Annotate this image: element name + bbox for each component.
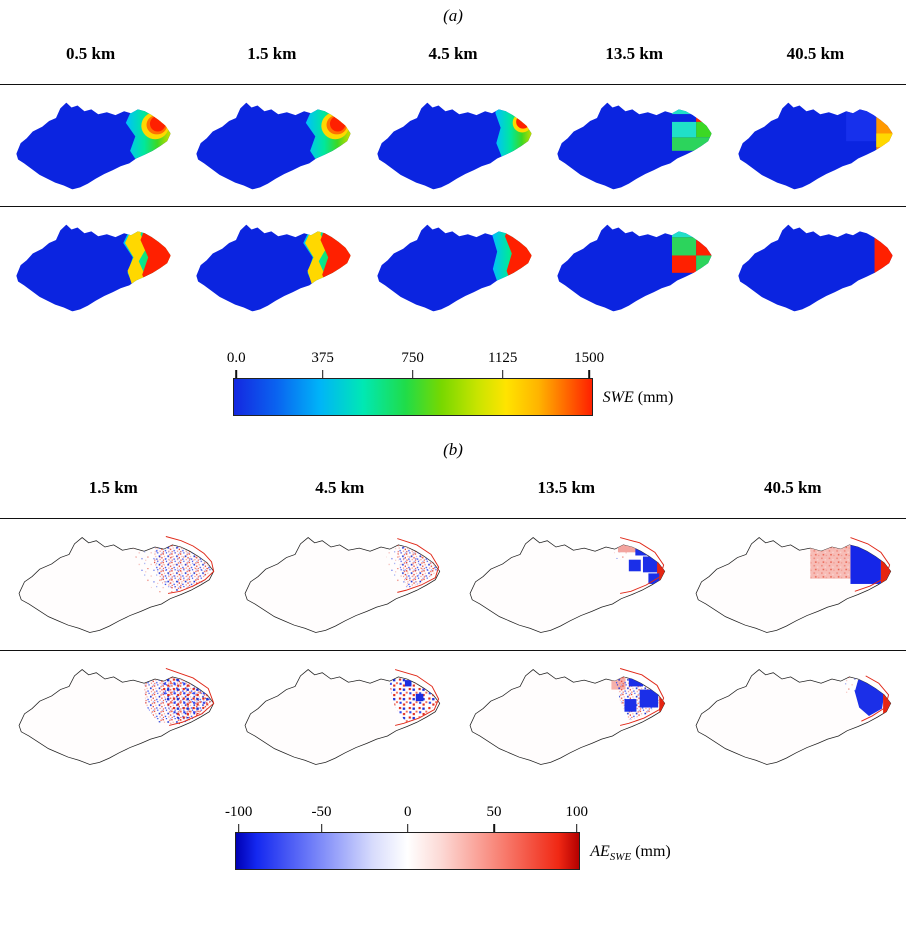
col-header-a-0.5km: 0.5 km [66, 44, 116, 63]
panel-a-row-2 [0, 206, 906, 328]
col-header-b-40.5km: 40.5 km [763, 478, 822, 497]
col-header-a-1.5km: 1.5 km [247, 44, 297, 63]
tick-mark [588, 370, 590, 378]
tick-mark [493, 824, 495, 832]
ae-map-row1-1.5km [18, 527, 215, 633]
swe-map-row1-0.5km [6, 93, 178, 199]
ae-map-row2-13.5km [469, 659, 675, 775]
col-header-b-4.5km: 4.5 km [315, 478, 365, 497]
swe-map-row1-1.5km [186, 93, 358, 199]
ae-map-row1-40.5km [695, 527, 901, 643]
col-header-a-40.5km: 40.5 km [786, 44, 845, 63]
tick-label: 1500 [574, 350, 605, 366]
swe-map-row1-4.5km [367, 93, 539, 199]
ae-colorbar-gradient [235, 832, 581, 870]
tick-mark [411, 370, 414, 378]
panel-b-column-headers: 1.5 km 4.5 km 13.5 km 40.5 km [0, 478, 906, 498]
tick-label: 1125 [487, 350, 518, 366]
panel-a-row-1 [0, 84, 906, 206]
ae-map-row2-1.5km [18, 659, 215, 765]
tick-label: 375 [311, 350, 334, 366]
ae-colorbar: -100 -50 0 50 100 AESWE (mm) [0, 804, 906, 870]
ae-colorbar-caption: AESWE (mm) [590, 842, 671, 863]
panel-b-label: (b) [443, 440, 463, 459]
tick-label: 0.0 [226, 350, 246, 366]
swe-map-row2-13.5km [547, 215, 719, 321]
col-header-b-13.5km: 13.5 km [537, 478, 596, 497]
tick-label: 0 [404, 804, 412, 820]
col-header-a-4.5km: 4.5 km [428, 44, 478, 63]
panel-a-column-headers: 0.5 km 1.5 km 4.5 km 13.5 km 40.5 km [0, 44, 906, 64]
swe-colorbar-gradient [232, 378, 593, 416]
tick-mark [237, 824, 240, 832]
tick-mark [235, 370, 238, 378]
tick-mark [321, 370, 324, 378]
panel-b-row-1 [0, 518, 906, 650]
panel-a-label: (a) [443, 6, 463, 25]
swe-map-row2-0.5km [6, 215, 178, 321]
swe-colorbar-caption: SWE (mm) [602, 388, 674, 406]
tick-label: -100 [224, 804, 253, 820]
col-header-b-1.5km: 1.5 km [88, 478, 138, 497]
ae-map-row2-40.5km [695, 659, 901, 775]
tick-label: 750 [401, 350, 424, 366]
swe-map-row1-13.5km [547, 93, 719, 199]
panel-a: (a) 0.5 km 1.5 km 4.5 km 13.5 km 40.5 km [0, 6, 906, 416]
swe-map-row1-40.5km [728, 93, 900, 199]
panel-b-row-2 [0, 650, 906, 782]
panel-b: (b) 1.5 km 4.5 km 13.5 km 40.5 km -100 -… [0, 440, 906, 870]
ae-map-row2-4.5km [244, 669, 440, 765]
tick-mark [576, 824, 578, 832]
tick-mark [406, 824, 409, 832]
swe-map-row2-4.5km [367, 215, 539, 321]
tick-label: 100 [565, 804, 589, 820]
swe-map-row2-1.5km [186, 215, 358, 321]
swe-map-row2-40.5km [728, 215, 900, 321]
tick-mark [501, 370, 504, 378]
ae-map-row1-13.5km [469, 527, 675, 643]
swe-colorbar: 0.0 375 750 1125 1500 SWE (mm) [0, 350, 906, 416]
figure: (a) 0.5 km 1.5 km 4.5 km 13.5 km 40.5 km [0, 6, 906, 870]
col-header-a-13.5km: 13.5 km [605, 44, 664, 63]
tick-label: 50 [486, 804, 502, 820]
tick-label: -50 [311, 804, 332, 820]
ae-map-row1-4.5km [244, 537, 440, 633]
tick-mark [320, 824, 323, 832]
